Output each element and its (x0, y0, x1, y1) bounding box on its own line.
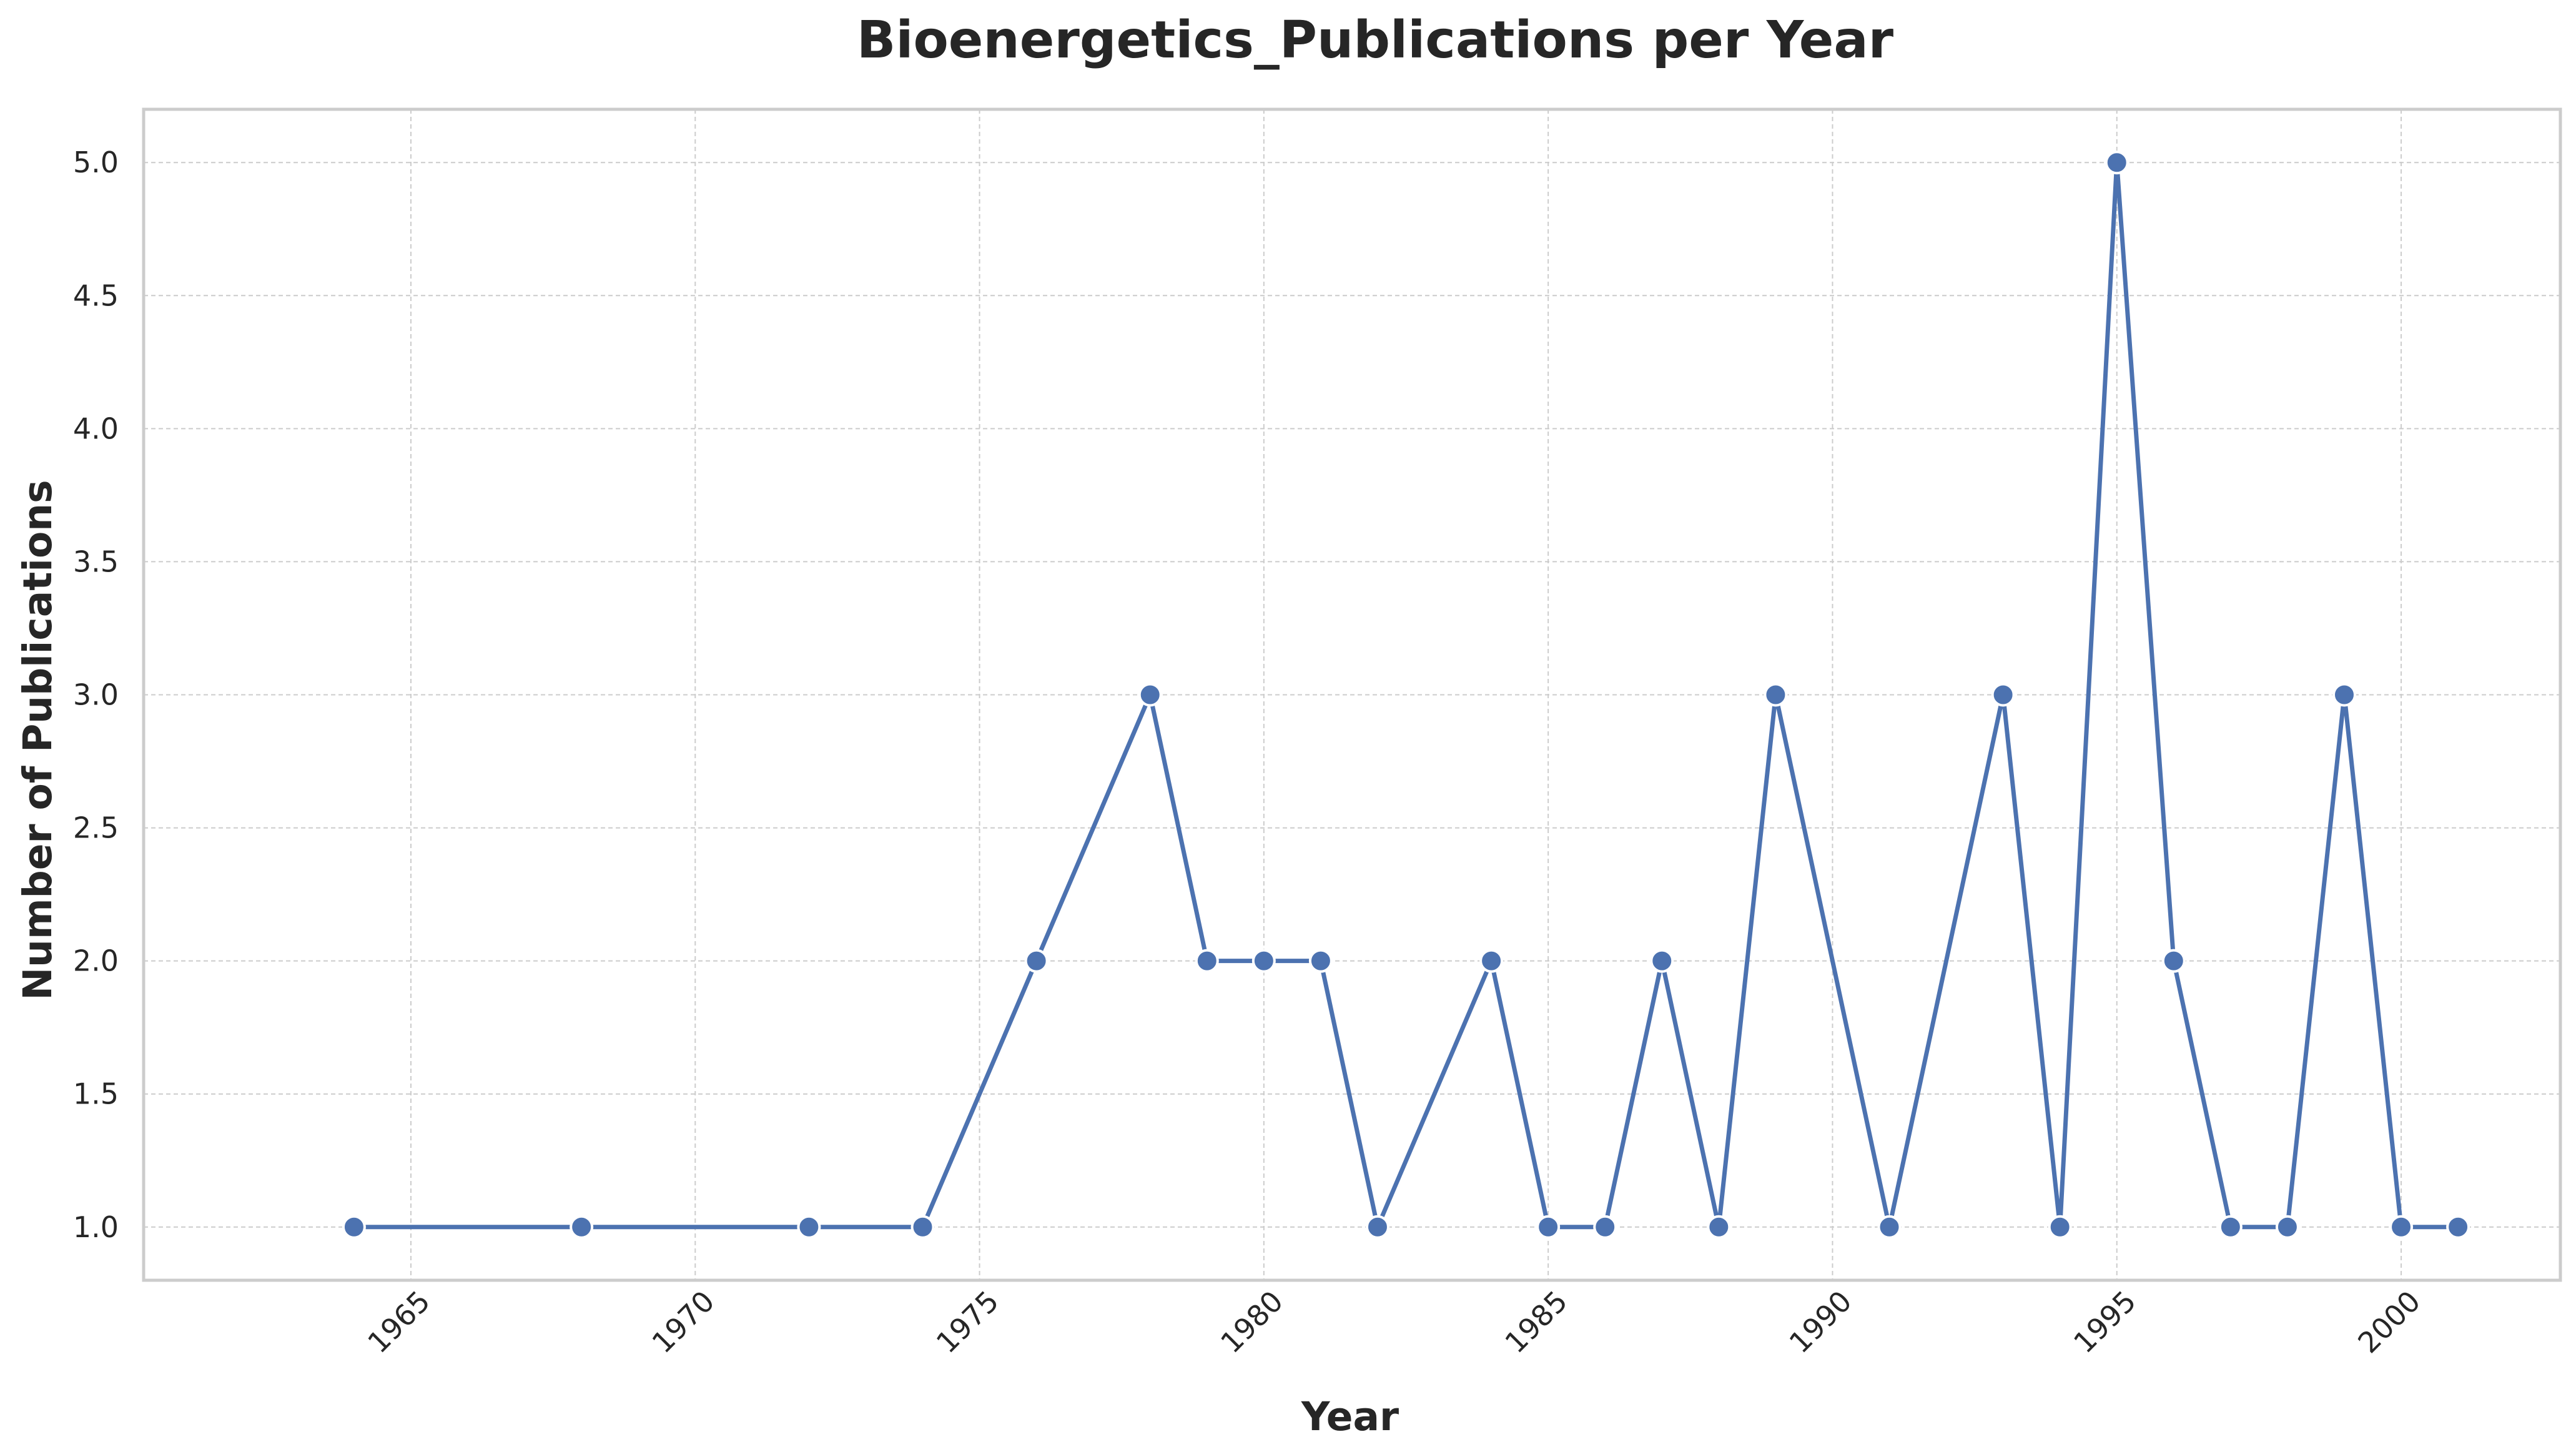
data-point (570, 1215, 594, 1239)
y-tick-label: 4.0 (73, 412, 119, 445)
y-tick-label: 2.0 (73, 944, 119, 978)
series (342, 151, 2470, 1239)
data-point (1764, 683, 1788, 707)
data-point (1593, 1215, 1617, 1239)
data-point (2105, 151, 2129, 175)
data-point (1536, 1215, 1561, 1239)
data-point (1707, 1215, 1731, 1239)
data-point (797, 1215, 821, 1239)
y-tick-label: 2.5 (73, 811, 119, 845)
x-axis-label: Year (1301, 1394, 1399, 1440)
y-tick-label: 1.5 (73, 1077, 119, 1111)
data-point (1479, 949, 1504, 973)
y-tick-label: 3.5 (73, 545, 119, 578)
data-point (910, 1215, 935, 1239)
data-point (2389, 1215, 2414, 1239)
data-point (2332, 683, 2356, 707)
y-tick-label: 4.5 (73, 279, 119, 312)
y-tick-label: 1.0 (73, 1210, 119, 1244)
data-point (2161, 949, 2186, 973)
data-point (1365, 1215, 1389, 1239)
y-axis-label: Number of Publications (15, 480, 61, 1000)
data-point (1877, 1215, 1902, 1239)
data-point (2048, 1215, 2072, 1239)
data-point (1308, 949, 1333, 973)
data-point (2446, 1215, 2470, 1239)
y-tick-label: 5.0 (73, 146, 119, 179)
y-tick-labels: 1.0 1.5 2.0 2.5 3.0 3.5 4.0 4.5 5.0 (73, 146, 119, 1244)
data-point (342, 1215, 366, 1239)
data-point (2218, 1215, 2243, 1239)
series-line (352, 160, 2460, 1230)
plot-frame (142, 107, 2562, 1282)
data-point (1991, 683, 2015, 707)
grid (144, 109, 2560, 1280)
data-point (1024, 949, 1049, 973)
chart-title: Bioenergetics_Publications per Year (857, 11, 1894, 70)
data-point (1195, 949, 1219, 973)
y-tick-label: 3.0 (73, 678, 119, 712)
data-point (1650, 949, 1674, 973)
data-point (1138, 683, 1162, 707)
data-point (1251, 949, 1276, 973)
data-point (2275, 1215, 2299, 1239)
